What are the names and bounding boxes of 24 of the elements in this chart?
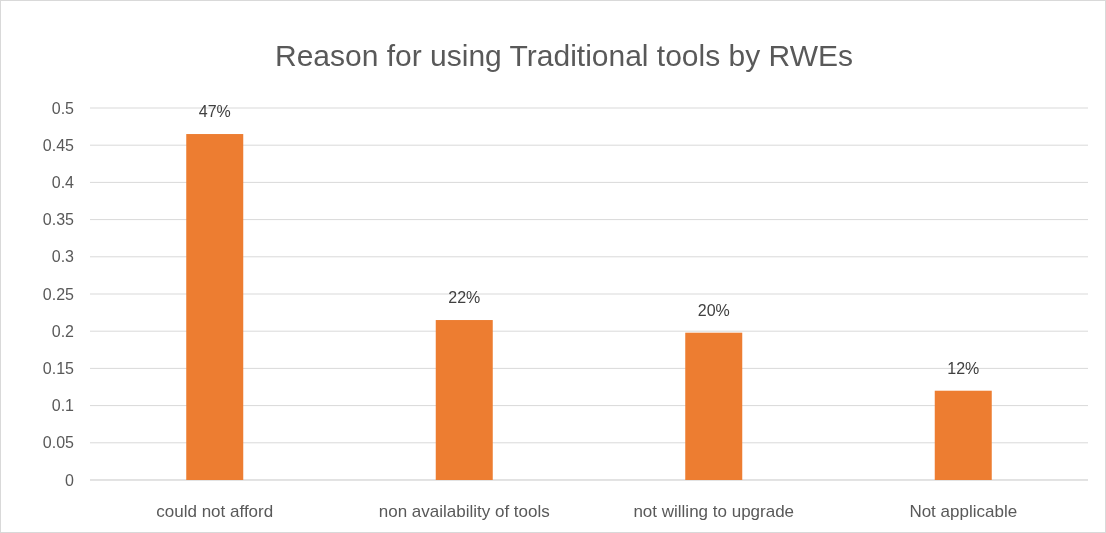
y-tick-label: 0.3 — [51, 248, 75, 266]
x-tick-label: Not applicable — [909, 502, 1018, 521]
data-label: 47% — [198, 103, 231, 121]
y-tick-label: 0.1 — [51, 397, 75, 415]
data-label: 20% — [697, 301, 730, 319]
bar — [435, 320, 493, 480]
x-tick-label: not willing to upgrade — [633, 502, 795, 521]
x-tick-label: could not afford — [156, 502, 274, 521]
y-tick-label: 0 — [65, 471, 75, 489]
data-label: 12% — [947, 359, 980, 377]
y-tick-label: 0.45 — [42, 136, 75, 154]
x-tick-label: non availability of tools — [378, 502, 550, 521]
y-tick-label: 0.5 — [51, 99, 75, 117]
y-tick-label: 0.15 — [42, 360, 75, 377]
bar — [934, 390, 992, 480]
y-tick-label: 0.4 — [51, 174, 75, 191]
y-tick-label: 0.25 — [42, 285, 75, 303]
y-tick-label: 0.05 — [42, 434, 75, 452]
bar — [186, 134, 244, 480]
chart-title: Reason for using Traditional tools by RWEs — [274, 39, 854, 72]
y-tick-label: 0.35 — [42, 211, 75, 229]
bar — [685, 332, 743, 480]
y-tick-label: 0.2 — [51, 322, 75, 340]
data-label: 22% — [448, 289, 481, 307]
